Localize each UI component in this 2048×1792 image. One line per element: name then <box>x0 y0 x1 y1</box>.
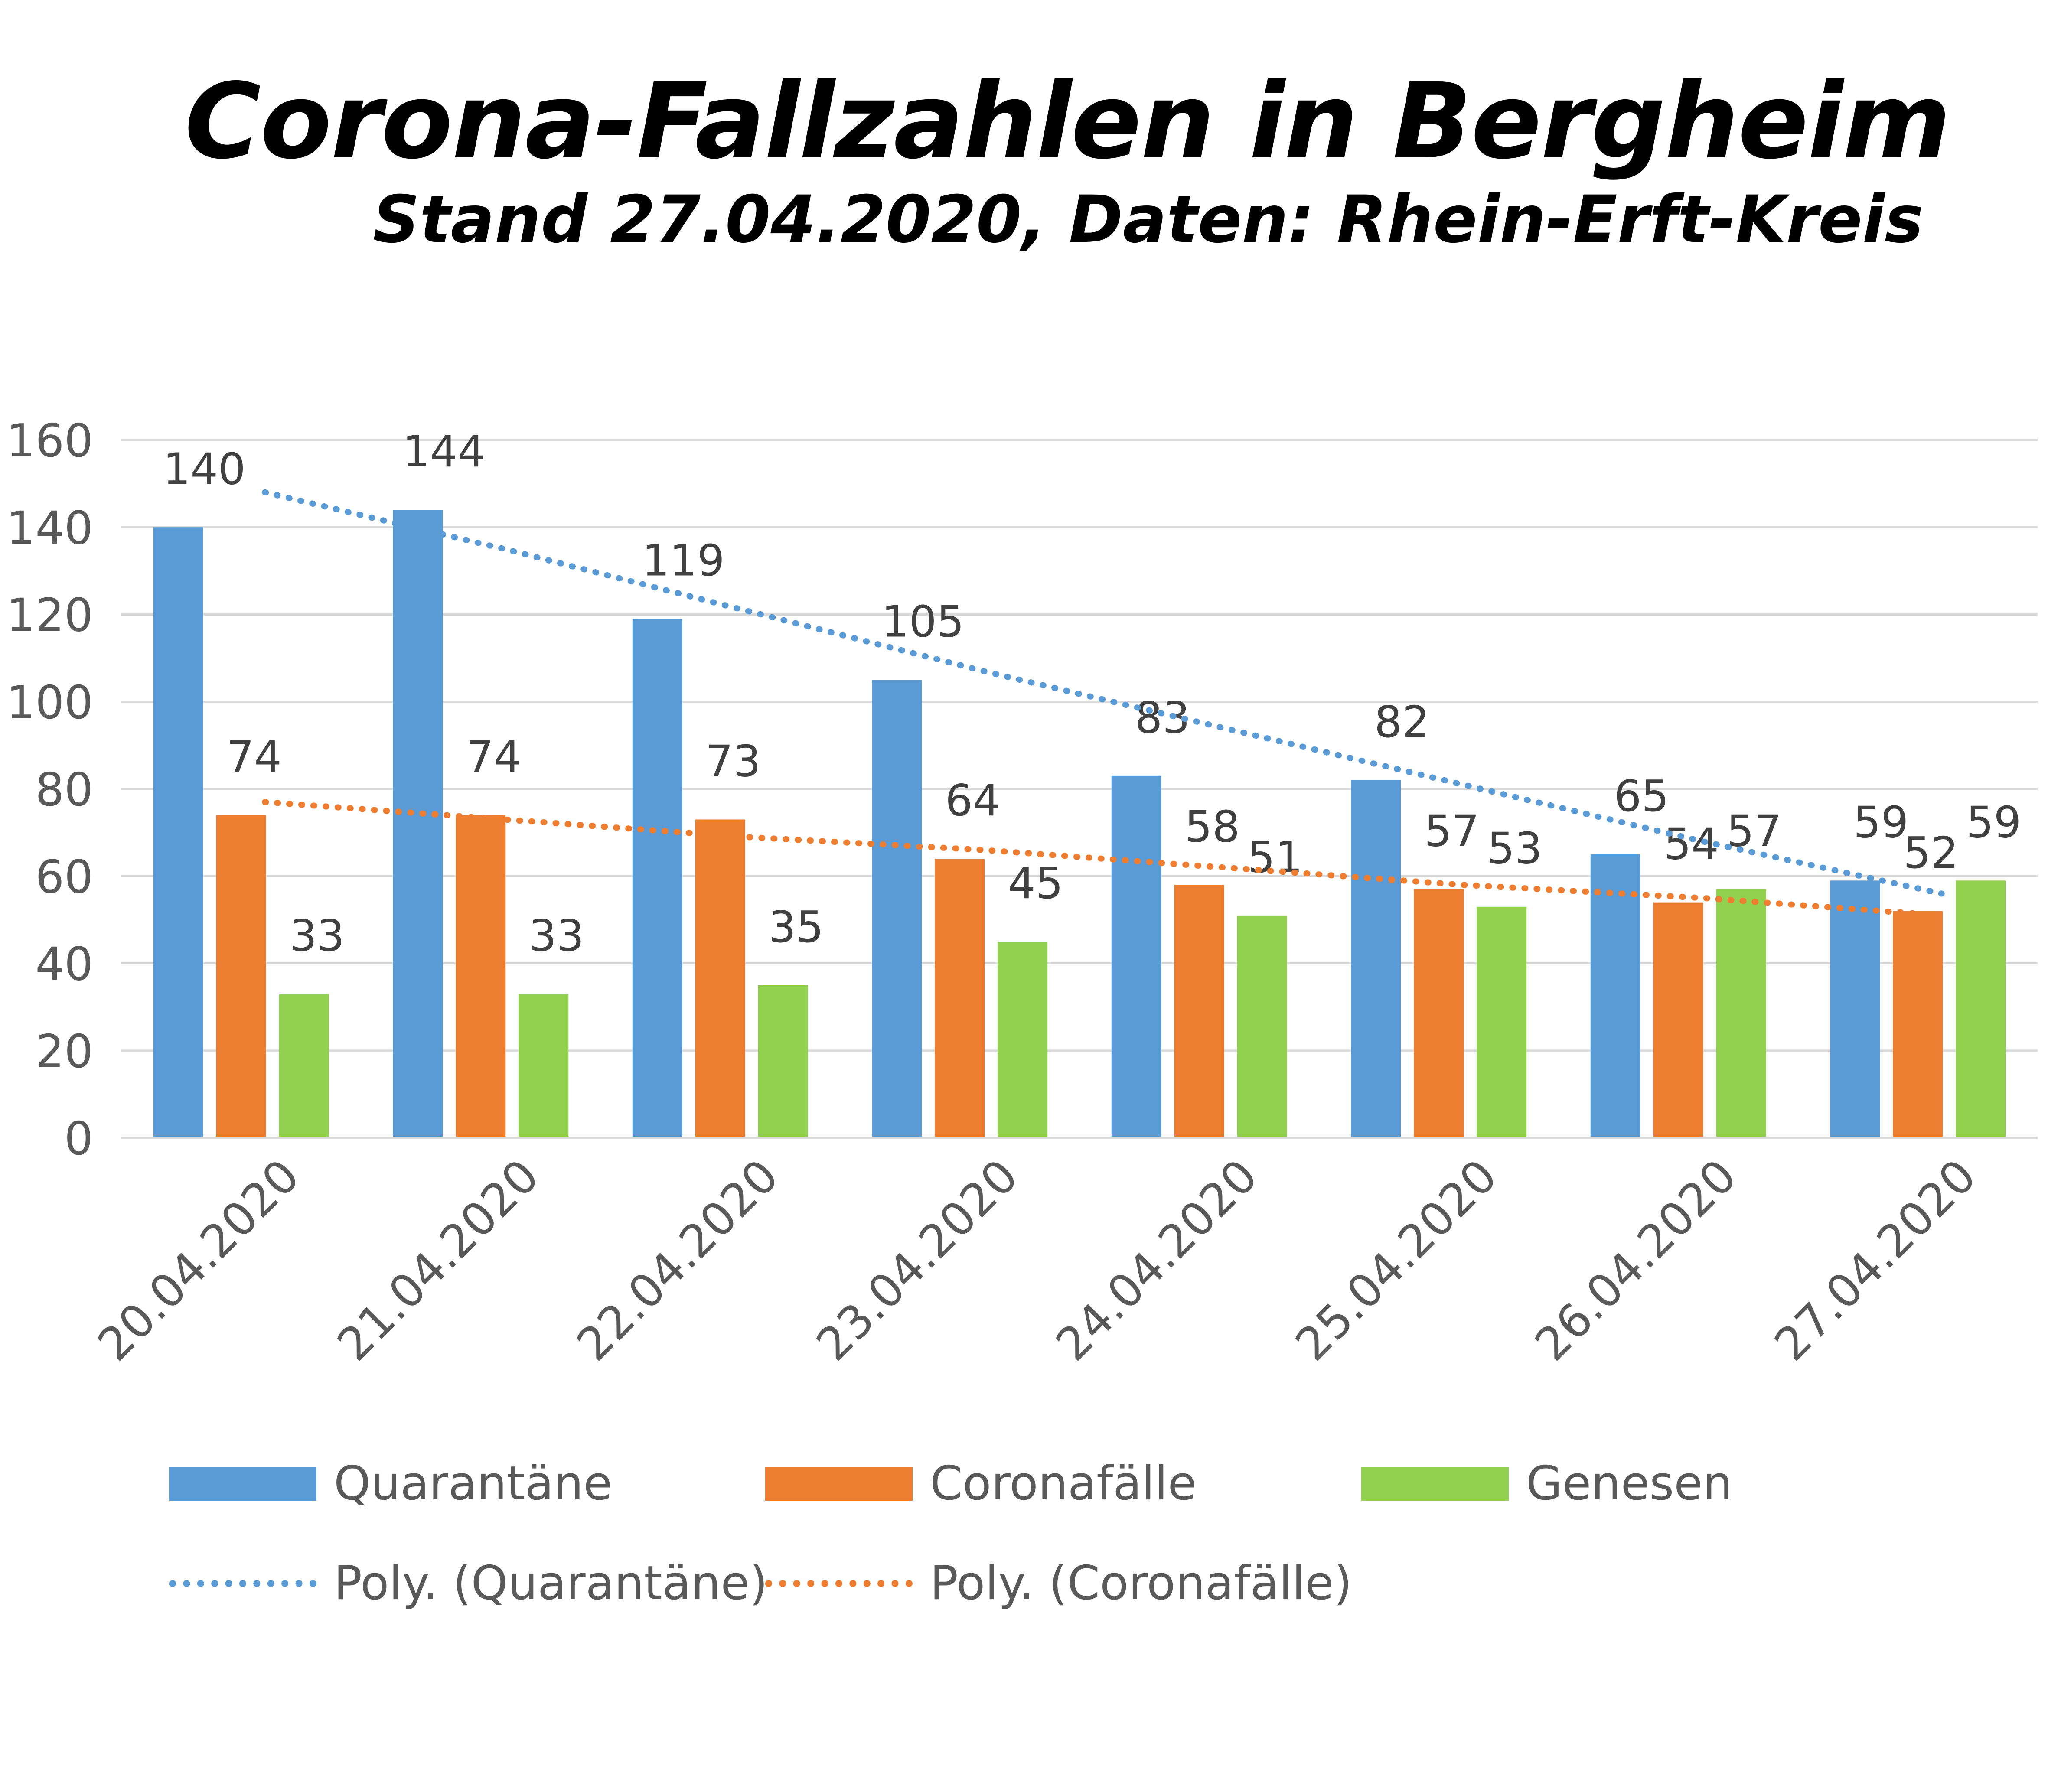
data-label: 59 <box>1853 797 1908 847</box>
bar <box>1716 889 1766 1138</box>
legend-swatch-quarantaene <box>169 1466 316 1501</box>
data-label: 33 <box>529 910 584 961</box>
legend-label-quarantaene: Quarantäne <box>334 1456 613 1511</box>
x-tick-label: 24.04.2020 <box>1046 1149 1268 1371</box>
y-tick-label: 60 <box>35 850 93 903</box>
legend-line-poly-quarantaene <box>169 1580 316 1587</box>
legend-item-quarantaene: Quarantäne <box>169 1456 612 1511</box>
data-label: 57 <box>1424 805 1479 856</box>
y-tick-label: 40 <box>35 938 93 991</box>
bar <box>1477 906 1527 1138</box>
bar <box>758 985 808 1138</box>
data-label: 64 <box>945 775 1000 826</box>
legend-item-coronafaelle: Coronafälle <box>765 1456 1197 1511</box>
bar <box>1830 880 1880 1138</box>
y-tick-label: 160 <box>7 414 93 467</box>
x-tick-label: 25.04.2020 <box>1285 1149 1507 1371</box>
data-label: 74 <box>227 731 282 782</box>
y-tick-label: 140 <box>7 502 93 554</box>
data-label: 83 <box>1135 692 1190 743</box>
legend-item-genesen: Genesen <box>1361 1456 1732 1511</box>
data-label: 82 <box>1374 697 1429 747</box>
legend-label-coronafaelle: Coronafälle <box>930 1456 1197 1511</box>
bar <box>216 815 266 1138</box>
trendline <box>262 489 1945 897</box>
x-tick-label: 20.04.2020 <box>88 1149 310 1371</box>
data-label: 57 <box>1727 805 1782 856</box>
legend-label-poly-coronafaelle: Poly. (Coronafälle) <box>930 1556 1352 1610</box>
chart-subtitle: Stand 27.04.2020, Daten: Rhein-Erft-Krei… <box>373 182 1924 257</box>
y-tick-label: 100 <box>7 676 93 729</box>
data-label: 119 <box>642 535 725 586</box>
legend-line-poly-coronafaelle <box>765 1580 913 1587</box>
bar <box>1351 780 1401 1138</box>
data-label: 54 <box>1664 819 1719 870</box>
bar <box>1237 915 1287 1138</box>
legend-swatch-genesen <box>1361 1466 1509 1501</box>
legend-item-poly-quarantaene: Poly. (Quarantäne) <box>169 1556 768 1610</box>
bar <box>279 994 329 1138</box>
bar <box>935 859 985 1138</box>
trendline <box>262 799 1945 919</box>
bar <box>1414 889 1464 1138</box>
y-tick-label: 20 <box>35 1025 93 1078</box>
data-label: 35 <box>769 902 824 952</box>
legend-label-poly-quarantaene: Poly. (Quarantäne) <box>334 1556 768 1610</box>
bar <box>456 815 506 1138</box>
bar <box>1111 775 1161 1138</box>
bar <box>1590 854 1640 1138</box>
legend-label-genesen: Genesen <box>1526 1456 1733 1511</box>
y-tick-label: 80 <box>35 763 93 816</box>
data-label: 58 <box>1185 801 1240 852</box>
data-label: 144 <box>402 426 485 477</box>
x-tick-label: 22.04.2020 <box>567 1149 789 1371</box>
bar <box>998 942 1048 1138</box>
x-tick-label: 27.04.2020 <box>1764 1149 1986 1371</box>
data-label: 73 <box>706 736 761 786</box>
data-label: 74 <box>466 731 521 782</box>
y-tick-label: 120 <box>7 589 93 642</box>
x-tick-label: 23.04.2020 <box>806 1149 1028 1371</box>
bar <box>1174 885 1224 1138</box>
data-label: 105 <box>881 596 964 647</box>
bar <box>695 819 745 1138</box>
data-label: 65 <box>1614 771 1669 821</box>
x-tick-label: 21.04.2020 <box>327 1149 549 1371</box>
bar <box>393 510 443 1138</box>
data-label: 52 <box>1903 828 1958 878</box>
bar <box>632 619 682 1138</box>
y-tick-label: 0 <box>64 1112 93 1165</box>
data-label: 53 <box>1487 823 1542 874</box>
bar <box>519 994 569 1138</box>
legend-swatch-coronafaelle <box>765 1466 913 1501</box>
bar <box>1893 911 1943 1138</box>
bar <box>1653 902 1703 1138</box>
chart-legend: Quarantäne Coronafälle Genesen Poly. (Qu… <box>0 1430 2048 1647</box>
data-label: 59 <box>1966 797 2021 847</box>
x-tick-label: 26.04.2020 <box>1525 1149 1747 1371</box>
bar <box>872 680 922 1138</box>
bar <box>1956 880 2006 1138</box>
data-label: 45 <box>1008 858 1063 909</box>
legend-item-poly-coronafaelle: Poly. (Coronafälle) <box>765 1556 1352 1610</box>
bar <box>153 527 203 1138</box>
data-label: 33 <box>290 910 345 961</box>
chart-title: Corona-Fallzahlen in Bergheim <box>184 61 1951 182</box>
data-label: 140 <box>163 443 246 494</box>
